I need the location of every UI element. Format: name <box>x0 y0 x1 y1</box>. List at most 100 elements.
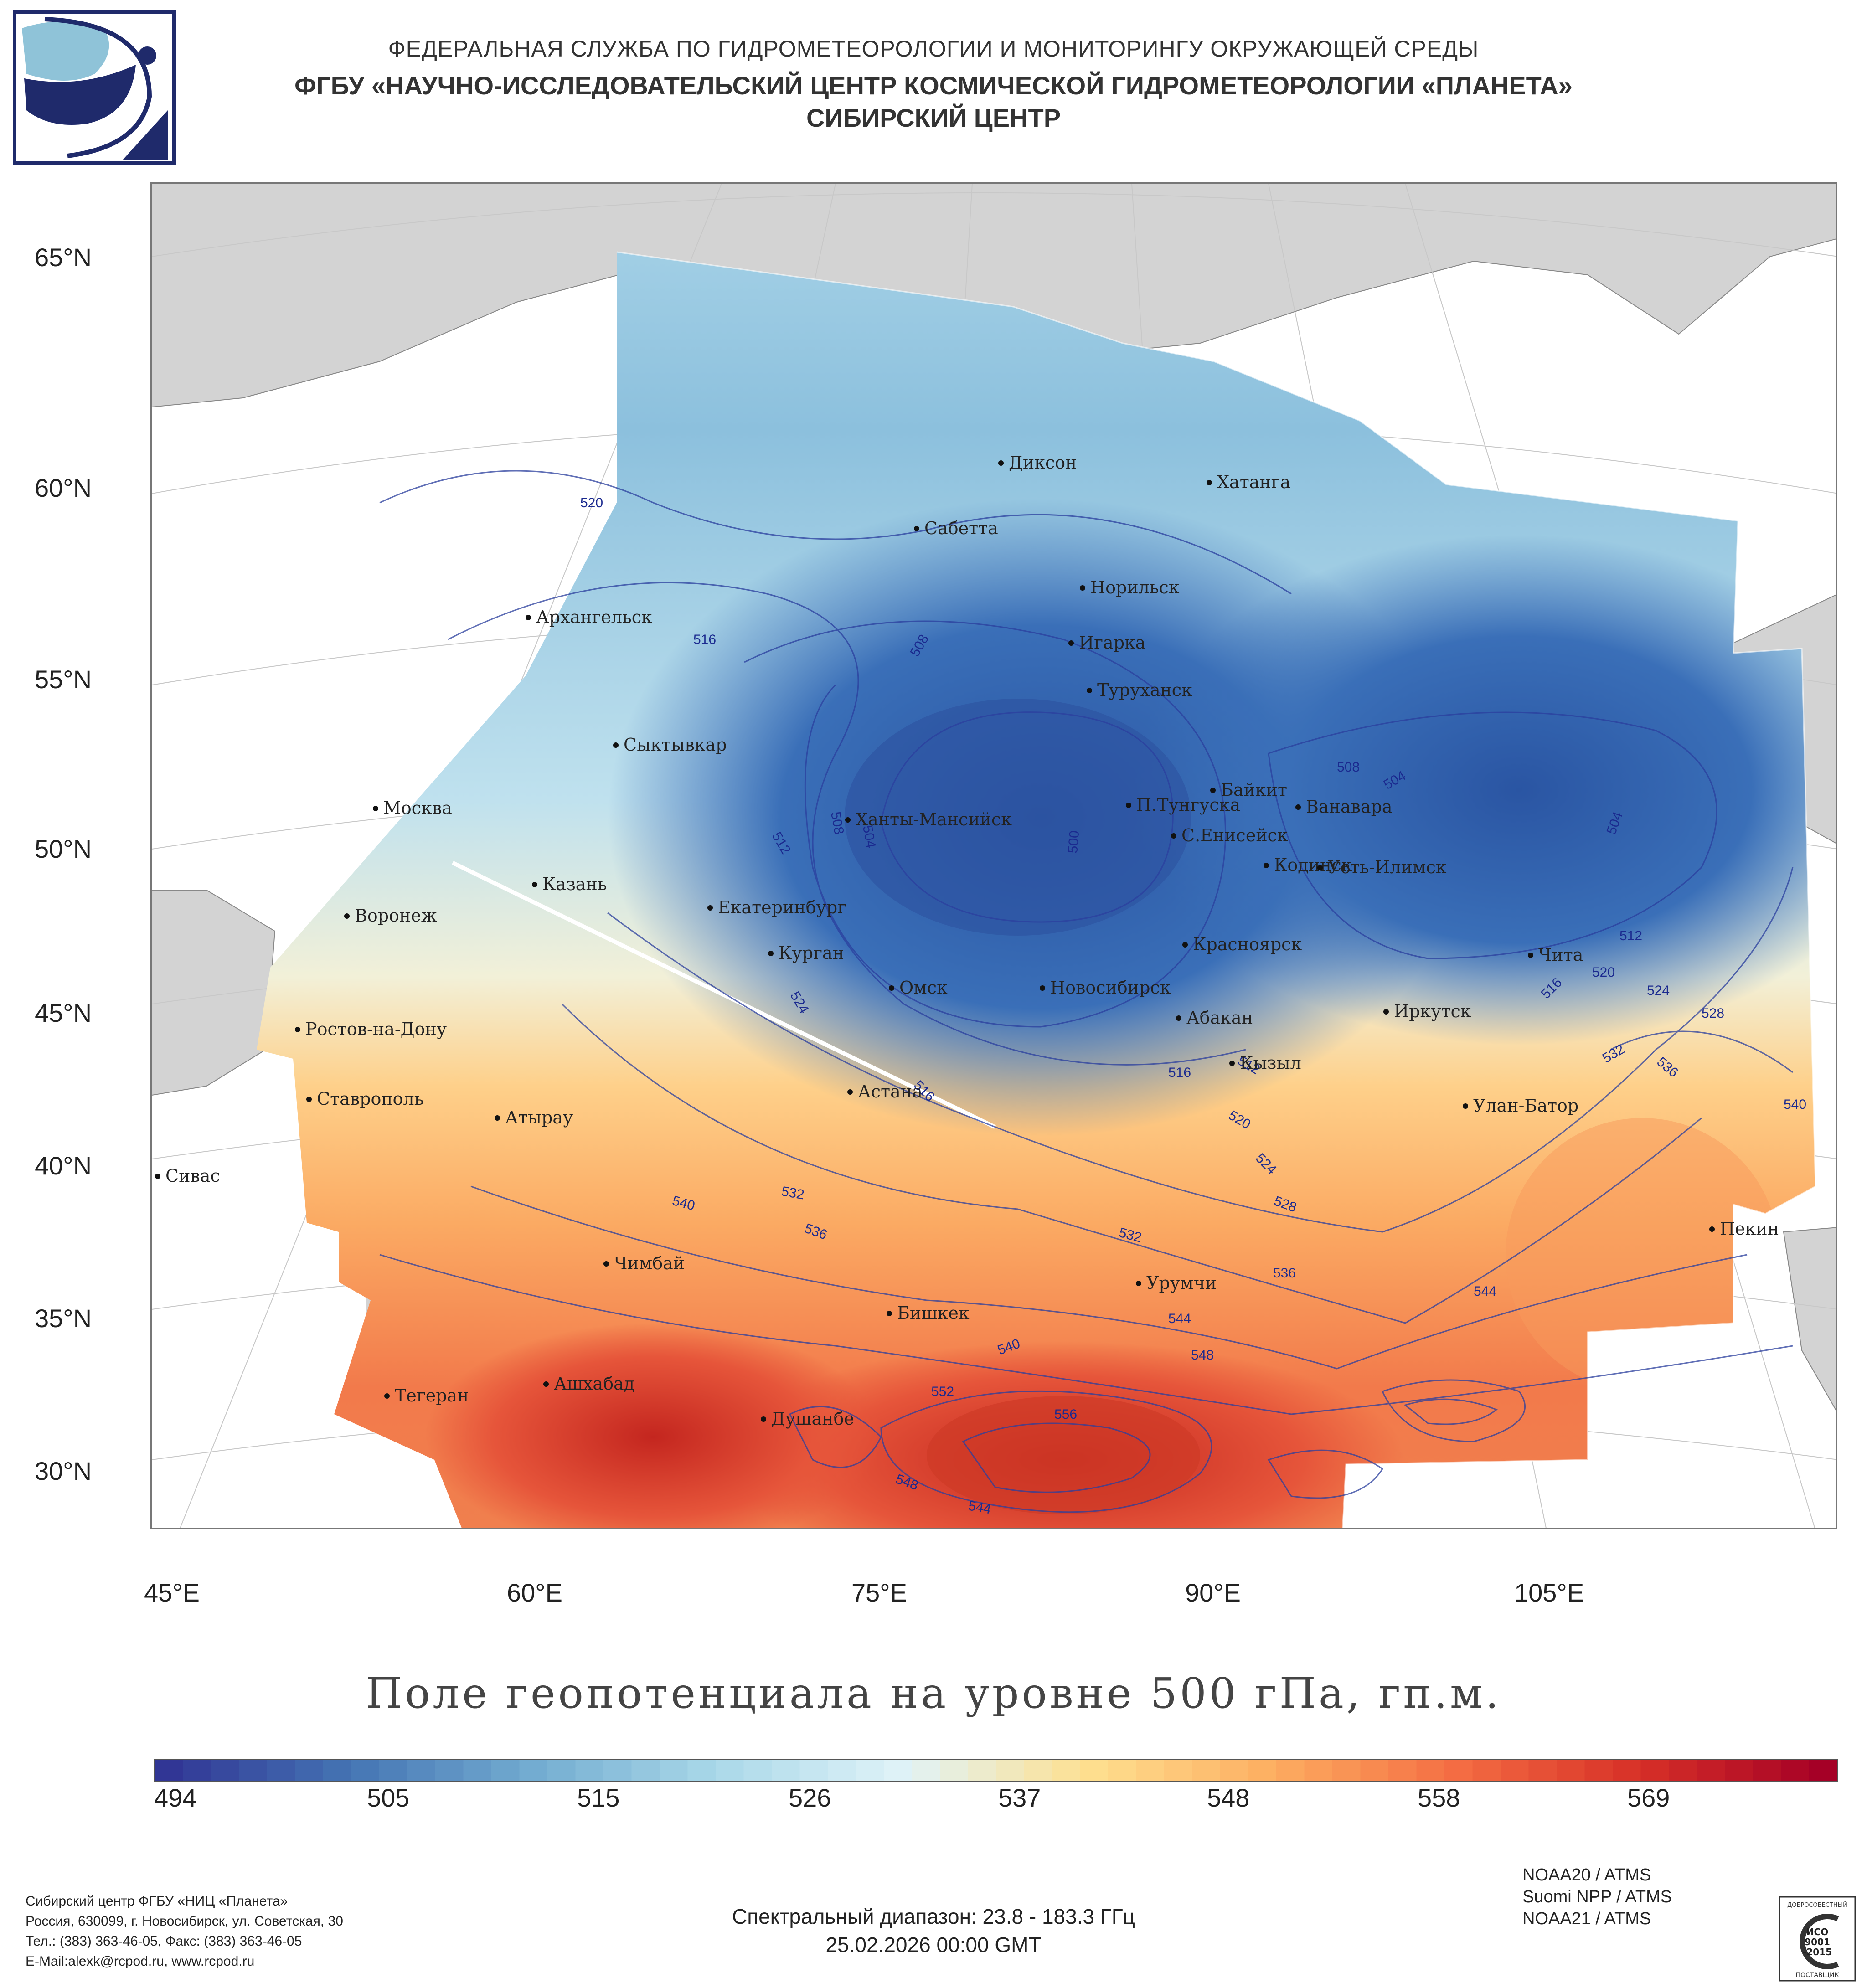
colorbar-segment <box>1697 1760 1725 1781</box>
map-canvas: 520 516 508 512 508 504 500 524 516 504 … <box>152 184 1836 1528</box>
colorbar-tick: 558 <box>1418 1783 1460 1812</box>
city-label: Чита <box>1538 945 1583 965</box>
colorbar-segment <box>1781 1760 1810 1781</box>
colorbar-segment <box>1052 1760 1081 1781</box>
contour-label: 536 <box>1273 1266 1296 1281</box>
city-label: Абакан <box>1186 1008 1253 1028</box>
colorbar-tick: 494 <box>154 1783 197 1812</box>
org-line: Сибирский центр ФГБУ «НИЦ «Планета» <box>26 1894 288 1909</box>
colorbar-segment <box>1360 1760 1389 1781</box>
iso-certification-badge: ДОБРОСОВЕСТНЫЙ ИСО 9001 -2015 ПОСТАВЩИК <box>1779 1896 1856 1982</box>
city-label: Душанбе <box>771 1409 854 1429</box>
colorbar-segment <box>1444 1760 1473 1781</box>
contour-label: 508 <box>1337 760 1360 775</box>
city-label: С.Енисейск <box>1181 825 1288 845</box>
contour-label: 552 <box>931 1384 954 1399</box>
contour-label: 544 <box>1168 1311 1191 1326</box>
city-label: Кызыл <box>1240 1053 1301 1073</box>
lat-label-40: 40°N <box>35 1151 92 1180</box>
contour-label: 520 <box>580 495 603 510</box>
colorbar-segment <box>687 1760 716 1781</box>
city-label: Астана <box>858 1082 923 1102</box>
colorbar-segment <box>575 1760 604 1781</box>
colorbar-segment <box>1472 1760 1501 1781</box>
colorbar-segment <box>1809 1760 1837 1781</box>
colorbar-segment <box>743 1760 772 1781</box>
city-label: Чимбай <box>614 1253 685 1273</box>
city-label: Бишкек <box>897 1303 970 1323</box>
contour-label: 524 <box>1647 983 1670 998</box>
colorbar-segment <box>463 1760 492 1781</box>
colorbar-segment <box>491 1760 520 1781</box>
colorbar-segment <box>1640 1760 1669 1781</box>
colorbar-segment <box>940 1760 969 1781</box>
city-label: Хатанга <box>1217 472 1290 492</box>
org-line: Тел.: (383) 363-46-05, Факс: (383) 363-4… <box>26 1934 302 1949</box>
city-label: Казань <box>542 874 607 894</box>
colorbar-tick: 505 <box>367 1783 410 1812</box>
contour-label: 516 <box>693 632 716 647</box>
lon-label-105: 105°E <box>1514 1578 1584 1607</box>
city-label: Туруханск <box>1097 680 1192 700</box>
colorbar-tick: 548 <box>1207 1783 1250 1812</box>
contour-label: 500 <box>1065 830 1082 854</box>
city-label: Сабетта <box>924 518 998 538</box>
colorbar-tick: 515 <box>577 1783 620 1812</box>
colorbar-segment <box>1276 1760 1305 1781</box>
lat-label-55: 55°N <box>35 665 92 694</box>
colorbar-segment <box>1584 1760 1613 1781</box>
contour-label: 512 <box>1619 928 1642 943</box>
colorbar-segment <box>1304 1760 1333 1781</box>
city-label: Пекин <box>1720 1219 1779 1239</box>
colorbar-segment <box>603 1760 632 1781</box>
iso-bottom-text: ПОСТАВЩИК <box>1796 1972 1839 1979</box>
colorbar-tick: 537 <box>998 1783 1041 1812</box>
colorbar <box>154 1759 1838 1782</box>
city-label: П.Тунгуска <box>1136 795 1240 815</box>
sensor-item: NOAA20 / ATMS <box>1522 1865 1651 1885</box>
org-line: Россия, 630099, г. Новосибирск, ул. Сове… <box>26 1914 343 1929</box>
colorbar-tick: 526 <box>789 1783 831 1812</box>
city-label: Улан-Батор <box>1473 1096 1578 1116</box>
colorbar-segment <box>1669 1760 1697 1781</box>
contour-label: 556 <box>1054 1407 1077 1422</box>
city-label: Иркутск <box>1394 1001 1471 1021</box>
colorbar-segment <box>1080 1760 1109 1781</box>
lon-label-75: 75°E <box>851 1578 908 1607</box>
sensor-item: NOAA21 / ATMS <box>1522 1909 1651 1928</box>
contour-label: 528 <box>1702 1006 1724 1021</box>
city-label: Урумчи <box>1146 1273 1217 1293</box>
city-label: Ашхабад <box>554 1374 634 1394</box>
city-label: Воронеж <box>355 906 437 926</box>
lat-label-65: 65°N <box>35 243 92 272</box>
colorbar-segment <box>239 1760 268 1781</box>
colorbar-segment <box>1528 1760 1557 1781</box>
lat-label-45: 45°N <box>35 999 92 1027</box>
sensor-list: NOAA20 / ATMS Suomi NPP / ATMS NOAA21 / … <box>1522 1864 1672 1930</box>
colorbar-segment <box>519 1760 548 1781</box>
city-label: Атырау <box>505 1107 573 1128</box>
product-info: Спектральный диапазон: 23.8 - 183.3 ГГц … <box>0 1902 1867 1959</box>
contour-label: 548 <box>1191 1348 1214 1363</box>
institute-title: ФГБУ «НАУЧНО-ИССЛЕДОВАТЕЛЬСКИЙ ЦЕНТР КОС… <box>294 71 1573 100</box>
colorbar-segment <box>1416 1760 1445 1781</box>
colorbar-segment <box>1248 1760 1277 1781</box>
colorbar-segment <box>1164 1760 1193 1781</box>
geopotential-map: 520 516 508 512 508 504 500 524 516 504 … <box>150 182 1837 1529</box>
colorbar-segment <box>856 1760 884 1781</box>
org-contacts: Сибирский центр ФГБУ «НИЦ «Планета» Росс… <box>26 1891 343 1972</box>
city-label: Москва <box>383 798 452 818</box>
city-label: Красноярск <box>1193 934 1302 954</box>
city-label: Ростов-на-Дону <box>305 1019 447 1039</box>
city-label: Диксон <box>1009 453 1077 473</box>
lat-label-30: 30°N <box>35 1457 92 1485</box>
colorbar-segment <box>1557 1760 1585 1781</box>
colorbar-segment <box>1192 1760 1221 1781</box>
colorbar-segment <box>968 1760 996 1781</box>
city-label: Сивас <box>165 1166 220 1186</box>
colorbar-segment <box>1136 1760 1165 1781</box>
colorbar-segment <box>323 1760 352 1781</box>
lon-label-60: 60°E <box>507 1578 563 1607</box>
contour-label: 544 <box>1474 1284 1496 1299</box>
city-label: Усть-Илимск <box>1328 857 1447 877</box>
